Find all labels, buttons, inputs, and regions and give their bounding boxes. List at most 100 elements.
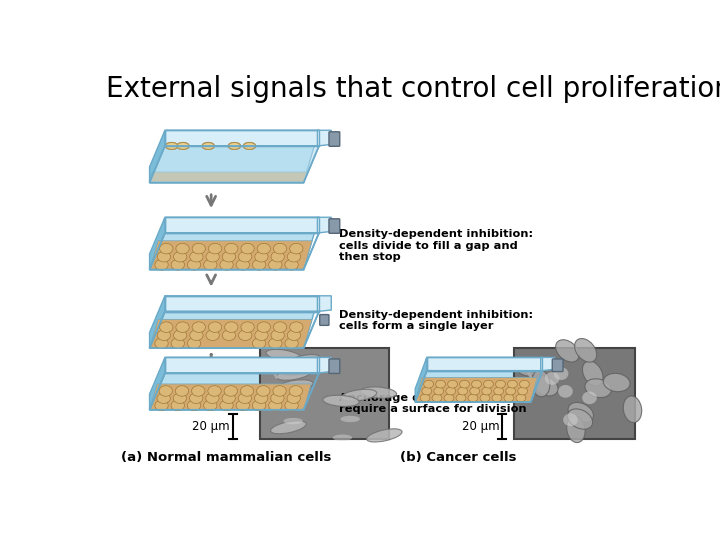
Ellipse shape [192, 244, 205, 254]
Polygon shape [427, 357, 542, 371]
Ellipse shape [271, 252, 284, 262]
Polygon shape [165, 296, 319, 312]
Text: 20 μm: 20 μm [462, 420, 499, 433]
Ellipse shape [240, 386, 253, 396]
Ellipse shape [285, 260, 298, 270]
Ellipse shape [470, 387, 480, 395]
Ellipse shape [269, 338, 282, 349]
Ellipse shape [157, 393, 171, 403]
Ellipse shape [520, 380, 529, 388]
Ellipse shape [243, 143, 256, 150]
Polygon shape [150, 172, 307, 183]
Ellipse shape [495, 380, 505, 388]
Ellipse shape [157, 330, 171, 341]
Ellipse shape [204, 260, 217, 270]
Ellipse shape [361, 387, 397, 398]
Ellipse shape [518, 387, 528, 395]
Ellipse shape [366, 429, 402, 442]
Polygon shape [150, 319, 312, 348]
Ellipse shape [253, 400, 266, 411]
Ellipse shape [287, 252, 301, 262]
Ellipse shape [458, 387, 468, 395]
Polygon shape [415, 377, 537, 402]
Ellipse shape [206, 393, 219, 403]
Ellipse shape [160, 244, 173, 254]
Polygon shape [318, 217, 331, 233]
Ellipse shape [504, 394, 514, 402]
Polygon shape [318, 130, 331, 146]
Ellipse shape [187, 400, 201, 411]
Ellipse shape [238, 393, 251, 403]
Ellipse shape [220, 400, 233, 411]
Ellipse shape [472, 380, 482, 388]
Polygon shape [150, 357, 165, 410]
Polygon shape [541, 357, 554, 371]
Ellipse shape [341, 389, 377, 401]
Ellipse shape [276, 368, 312, 380]
Text: Density-dependent inhibition:
cells form a single layer: Density-dependent inhibition: cells form… [338, 310, 533, 332]
Ellipse shape [238, 252, 252, 262]
Ellipse shape [174, 330, 186, 341]
Polygon shape [415, 377, 537, 402]
Ellipse shape [256, 386, 270, 396]
Ellipse shape [333, 435, 352, 441]
Ellipse shape [190, 330, 203, 341]
Ellipse shape [222, 393, 235, 403]
Ellipse shape [575, 339, 597, 362]
Ellipse shape [434, 387, 444, 395]
Ellipse shape [241, 322, 254, 333]
Ellipse shape [208, 322, 222, 333]
Ellipse shape [192, 386, 205, 396]
Ellipse shape [159, 386, 173, 396]
Ellipse shape [554, 367, 568, 380]
Ellipse shape [176, 244, 189, 254]
Ellipse shape [585, 379, 611, 397]
Ellipse shape [187, 338, 201, 349]
Ellipse shape [222, 252, 235, 262]
FancyBboxPatch shape [320, 315, 329, 326]
Polygon shape [150, 357, 319, 410]
Text: (b) Cancer cells: (b) Cancer cells [400, 451, 516, 464]
Ellipse shape [155, 260, 168, 270]
Ellipse shape [274, 244, 287, 254]
Ellipse shape [171, 260, 184, 270]
Ellipse shape [243, 143, 256, 150]
Ellipse shape [269, 400, 282, 411]
Ellipse shape [492, 394, 502, 402]
Polygon shape [150, 241, 312, 269]
Polygon shape [150, 130, 319, 183]
Ellipse shape [192, 322, 205, 333]
Ellipse shape [436, 380, 446, 388]
Ellipse shape [545, 372, 559, 385]
Polygon shape [150, 130, 165, 183]
Ellipse shape [341, 416, 360, 422]
Ellipse shape [177, 143, 189, 150]
Ellipse shape [287, 393, 300, 403]
Ellipse shape [176, 386, 189, 396]
Polygon shape [150, 241, 312, 269]
Polygon shape [150, 296, 319, 348]
Polygon shape [150, 296, 165, 348]
Ellipse shape [482, 387, 492, 395]
Ellipse shape [422, 387, 432, 395]
Ellipse shape [171, 338, 184, 349]
Polygon shape [150, 146, 319, 183]
Ellipse shape [174, 252, 186, 262]
Ellipse shape [222, 330, 235, 341]
Ellipse shape [157, 252, 171, 262]
Ellipse shape [177, 143, 189, 150]
Ellipse shape [204, 400, 217, 411]
Ellipse shape [189, 393, 203, 403]
Ellipse shape [236, 260, 249, 270]
Ellipse shape [174, 393, 186, 403]
Ellipse shape [494, 387, 503, 395]
Ellipse shape [155, 338, 168, 349]
Ellipse shape [531, 370, 550, 397]
Ellipse shape [300, 355, 334, 370]
Ellipse shape [266, 349, 302, 362]
Ellipse shape [556, 340, 579, 362]
Polygon shape [150, 384, 311, 410]
Ellipse shape [225, 322, 238, 333]
Ellipse shape [257, 244, 271, 254]
Ellipse shape [236, 400, 249, 411]
